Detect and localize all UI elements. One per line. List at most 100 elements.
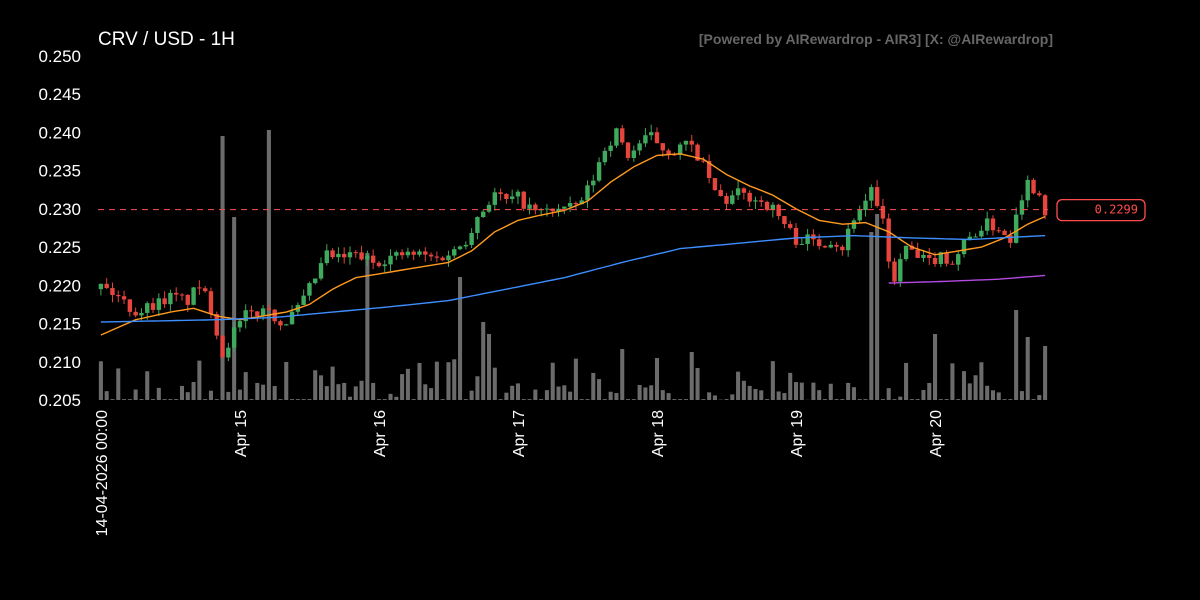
- ma-slow-line: [888, 274, 1046, 284]
- volume-bar: [145, 371, 150, 400]
- volume-bar: [736, 371, 741, 400]
- volume-bar: [174, 399, 179, 400]
- volume-bar: [510, 385, 515, 400]
- volume-bar: [151, 399, 156, 400]
- volume-bar: [203, 399, 208, 400]
- volume-bar: [904, 362, 909, 400]
- volume-bar: [272, 386, 277, 400]
- volume-bar: [793, 382, 799, 400]
- volume-bar: [602, 399, 607, 400]
- volume-bar: [585, 399, 590, 400]
- candle-body: [214, 314, 219, 336]
- volume-bar: [324, 386, 329, 400]
- candle-body: [950, 263, 955, 265]
- y-tick-label: 0.225: [38, 238, 81, 257]
- volume-bar: [527, 399, 532, 400]
- volume-bar: [666, 393, 671, 400]
- candle-body: [121, 296, 127, 300]
- candle-body: [411, 251, 416, 255]
- candle-body: [990, 218, 996, 231]
- y-axis: 0.205 0.210 0.215 0.220 0.225 0.230 0.235 0.240…: [38, 47, 81, 410]
- candle-body: [706, 160, 712, 179]
- candle-body: [585, 185, 590, 201]
- volume-bar: [458, 277, 463, 400]
- candle-body: [145, 303, 150, 313]
- volume-bar: [759, 390, 764, 400]
- candle-body: [816, 239, 822, 247]
- candle-body: [654, 132, 660, 144]
- volume-bar: [782, 393, 787, 400]
- price-label-box: [1056, 199, 1146, 222]
- candle-body: [567, 203, 573, 207]
- candle-body: [330, 250, 335, 258]
- candle-body: [944, 252, 949, 264]
- volume-bar: [284, 361, 289, 400]
- volume-bar: [811, 382, 816, 400]
- volume-bar: [776, 391, 781, 400]
- candle-body: [191, 287, 196, 305]
- volume-bar: [1031, 399, 1036, 400]
- volume-bar: [110, 399, 115, 400]
- volume-bar: [371, 382, 376, 400]
- candle-body: [840, 246, 845, 251]
- volume-bar: [411, 399, 416, 400]
- candle-body: [133, 311, 138, 316]
- volume-bar: [724, 399, 729, 400]
- candle-body: [423, 251, 428, 255]
- volume-bar: [475, 376, 480, 400]
- volume-bar: [313, 370, 318, 400]
- volume-bar: [290, 399, 295, 400]
- candle-body: [851, 220, 857, 229]
- candle-body: [961, 239, 967, 255]
- candle-body: [365, 255, 370, 260]
- volume-bar: [857, 399, 862, 400]
- volume-bar: [1019, 391, 1024, 400]
- volume-bar: [162, 399, 167, 400]
- candle-body: [272, 309, 277, 322]
- candle-body: [347, 252, 353, 258]
- candles: [98, 124, 1048, 362]
- candle-body: [643, 135, 648, 144]
- volume-bar: [643, 387, 648, 400]
- volume-bar: [672, 399, 677, 400]
- candle-body: [834, 244, 839, 247]
- volume-bar: [533, 389, 538, 400]
- candle-body: [318, 263, 324, 279]
- candle-body: [1031, 179, 1036, 194]
- volume-bar: [799, 382, 804, 400]
- volume-bar: [544, 390, 549, 400]
- volume-bar: [626, 399, 631, 400]
- volume-bar: [104, 391, 109, 400]
- volume-bar: [417, 362, 422, 400]
- candle-body: [724, 195, 729, 204]
- volume-bar: [353, 386, 358, 400]
- candle-body: [689, 140, 694, 145]
- volume-bar: [249, 399, 254, 400]
- volume-bar: [938, 399, 943, 400]
- volume-bar: [990, 390, 995, 400]
- volume-bar: [909, 399, 914, 400]
- credit-text: [Powered by AIRewardrop - AIR3] [X: @AIR…: [698, 31, 1053, 47]
- volume-bar: [342, 382, 347, 400]
- volume-bar: [898, 396, 903, 400]
- volume-bar: [880, 399, 885, 400]
- volume-bar: [562, 385, 567, 400]
- y-tick-label: 0.220: [38, 276, 81, 295]
- volume-bar: [521, 399, 526, 400]
- candle-body: [266, 308, 272, 310]
- x-tick-label: Apr 15: [233, 410, 250, 457]
- candle-body: [747, 192, 752, 202]
- volume-bar: [394, 396, 399, 400]
- volume-bar: [197, 360, 202, 400]
- candle-body: [562, 206, 567, 209]
- volume-bar: [631, 399, 636, 400]
- candle-body: [509, 196, 515, 199]
- price-label: 0.2299: [1095, 203, 1138, 217]
- candle-body: [185, 294, 190, 305]
- volume-bar: [255, 382, 260, 400]
- candle-body: [208, 291, 214, 315]
- candle-body: [504, 193, 509, 199]
- candle-body: [1002, 230, 1007, 236]
- candle-body: [324, 250, 330, 264]
